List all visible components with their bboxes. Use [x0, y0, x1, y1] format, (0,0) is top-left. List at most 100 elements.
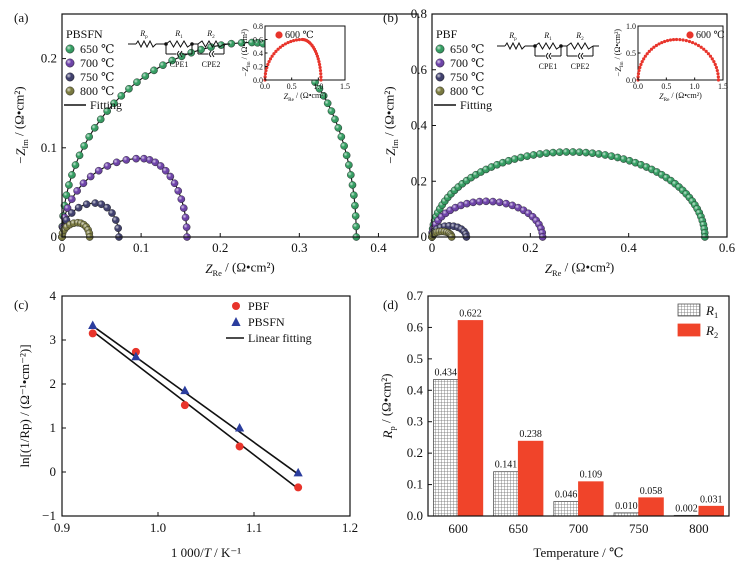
- inset-data-point: [319, 75, 323, 79]
- legend-fit-label: Fitting: [460, 98, 492, 112]
- inset-data-point: [281, 43, 285, 48]
- data-point-shade: [505, 157, 513, 165]
- data-point-shade: [159, 61, 167, 69]
- plot-frame-a: [61, 13, 419, 238]
- data-point-shade: [575, 148, 584, 156]
- circuit-cpe-1: [535, 52, 561, 60]
- inset-data-point: [716, 72, 720, 76]
- y-axis-label: Rp / (Ω•cm²): [378, 374, 397, 440]
- legend-fit-label: Fitting: [90, 98, 122, 112]
- legend-marker-shade: [65, 44, 75, 54]
- y-tick-label: 0.5: [407, 351, 423, 366]
- data-point-shade: [177, 195, 185, 203]
- legend-entry: R2: [705, 323, 718, 340]
- data-point-shade: [80, 142, 88, 150]
- x-tick-label: 0.9: [54, 520, 70, 535]
- data-point-PBF: [180, 401, 189, 410]
- inset-data-point: [681, 38, 685, 42]
- inset-data-point: [684, 39, 688, 43]
- data-point-shade: [523, 152, 531, 160]
- fit-line-PBSFN: [92, 325, 299, 475]
- data-point-shade: [83, 200, 91, 208]
- panel-label: (d): [383, 297, 398, 312]
- data-point-shade: [489, 197, 497, 206]
- data-point-PBF: [88, 329, 97, 338]
- plot-frame-c: [61, 295, 351, 517]
- legend-marker: [231, 317, 241, 326]
- inset-data-point: [671, 38, 676, 42]
- data-point-shade: [157, 162, 165, 170]
- data-point-shade: [237, 39, 246, 47]
- inset-data-point: [637, 68, 641, 73]
- inset-data-point: [314, 52, 319, 56]
- data-point-shade: [68, 195, 76, 203]
- inset-data-point: [639, 62, 643, 67]
- inset-data-point: [714, 65, 719, 70]
- data-point-shade: [73, 187, 81, 195]
- legend-marker-shade: [435, 72, 445, 82]
- data-point-shade: [97, 115, 105, 123]
- data-point-shade: [133, 78, 141, 86]
- data-point-shade: [114, 224, 122, 232]
- inset-data-point: [294, 38, 299, 42]
- data-point-shade: [499, 159, 507, 167]
- data-point-shade: [140, 155, 148, 163]
- inset-data-point: [318, 68, 323, 73]
- inset-data-point: [289, 39, 293, 44]
- x-tick-label: 1.1: [246, 520, 262, 535]
- inset-data-point: [263, 75, 267, 79]
- legend-marker-shade: [435, 58, 445, 68]
- y-axis-label: −ZIm / (Ω•cm²): [381, 86, 400, 164]
- data-point-shade: [197, 46, 205, 54]
- inset-data-point: [636, 75, 640, 79]
- inset-data-point: [652, 45, 656, 49]
- legend-marker-shade: [65, 72, 75, 82]
- circuit-resistor-1: [534, 42, 562, 50]
- inset-data-point: [283, 42, 287, 46]
- panel-label: (c): [14, 297, 28, 312]
- inset-data-point: [660, 40, 664, 45]
- inset-x-tick-label: 1.0: [313, 82, 323, 91]
- inset-y-tick-label: 1.0: [626, 22, 636, 31]
- bar-R2-650: [517, 440, 544, 517]
- x-tick-label: 800: [689, 521, 709, 536]
- circuit-label-r2: R2: [206, 29, 215, 40]
- data-point-shade: [141, 72, 149, 80]
- fit-line-PBF: [92, 330, 299, 490]
- y-tick-label: 0: [421, 229, 428, 244]
- data-point-shade: [62, 191, 71, 199]
- data-point-shade: [117, 92, 125, 100]
- data-point-shade: [493, 161, 501, 169]
- circuit-label-cpe1: CPE1: [170, 60, 189, 69]
- inset-data-point: [706, 52, 711, 56]
- data-point-shade: [207, 43, 215, 51]
- data-point-shade: [181, 213, 190, 222]
- data-point-shade: [253, 39, 262, 47]
- data-point-shade: [482, 197, 490, 205]
- inset-data-point: [315, 54, 320, 58]
- x-tick-label: 0.2: [212, 240, 228, 255]
- inset-x-tick-label: 0.5: [287, 82, 297, 91]
- inset-data-point: [274, 49, 278, 53]
- x-axis-label: ZRe / (Ω•cm²): [205, 259, 274, 278]
- data-point-shade: [556, 148, 564, 156]
- data-point-PBSFN: [293, 467, 303, 477]
- legend-marker-shade: [65, 58, 75, 68]
- inset-data-point: [645, 52, 649, 56]
- data-point-shade: [347, 171, 355, 179]
- data-point-shade: [125, 85, 133, 93]
- data-point-shade: [334, 124, 342, 132]
- data-point-shade: [620, 155, 628, 163]
- y-tick-label: 0.2: [407, 445, 423, 460]
- inset-y-tick-label: 0.6: [253, 36, 263, 45]
- panel-d: 0.0 0.1 0.2 0.3 0.4 0.5 0.6 0.7 600 0.434 0.622 650…: [378, 288, 730, 560]
- data-point-shade: [315, 85, 324, 93]
- y-tick-label: 0.1: [407, 477, 423, 492]
- inset-x-label: ZRe / (Ω•cm²): [659, 91, 702, 103]
- y-tick-label: 0.4: [407, 382, 424, 397]
- inset-legend-marker: [686, 31, 694, 39]
- data-point-shade: [582, 149, 590, 157]
- x-axis-label: 1 000/T / K⁻¹: [171, 545, 241, 560]
- panel-label: (b): [383, 10, 398, 25]
